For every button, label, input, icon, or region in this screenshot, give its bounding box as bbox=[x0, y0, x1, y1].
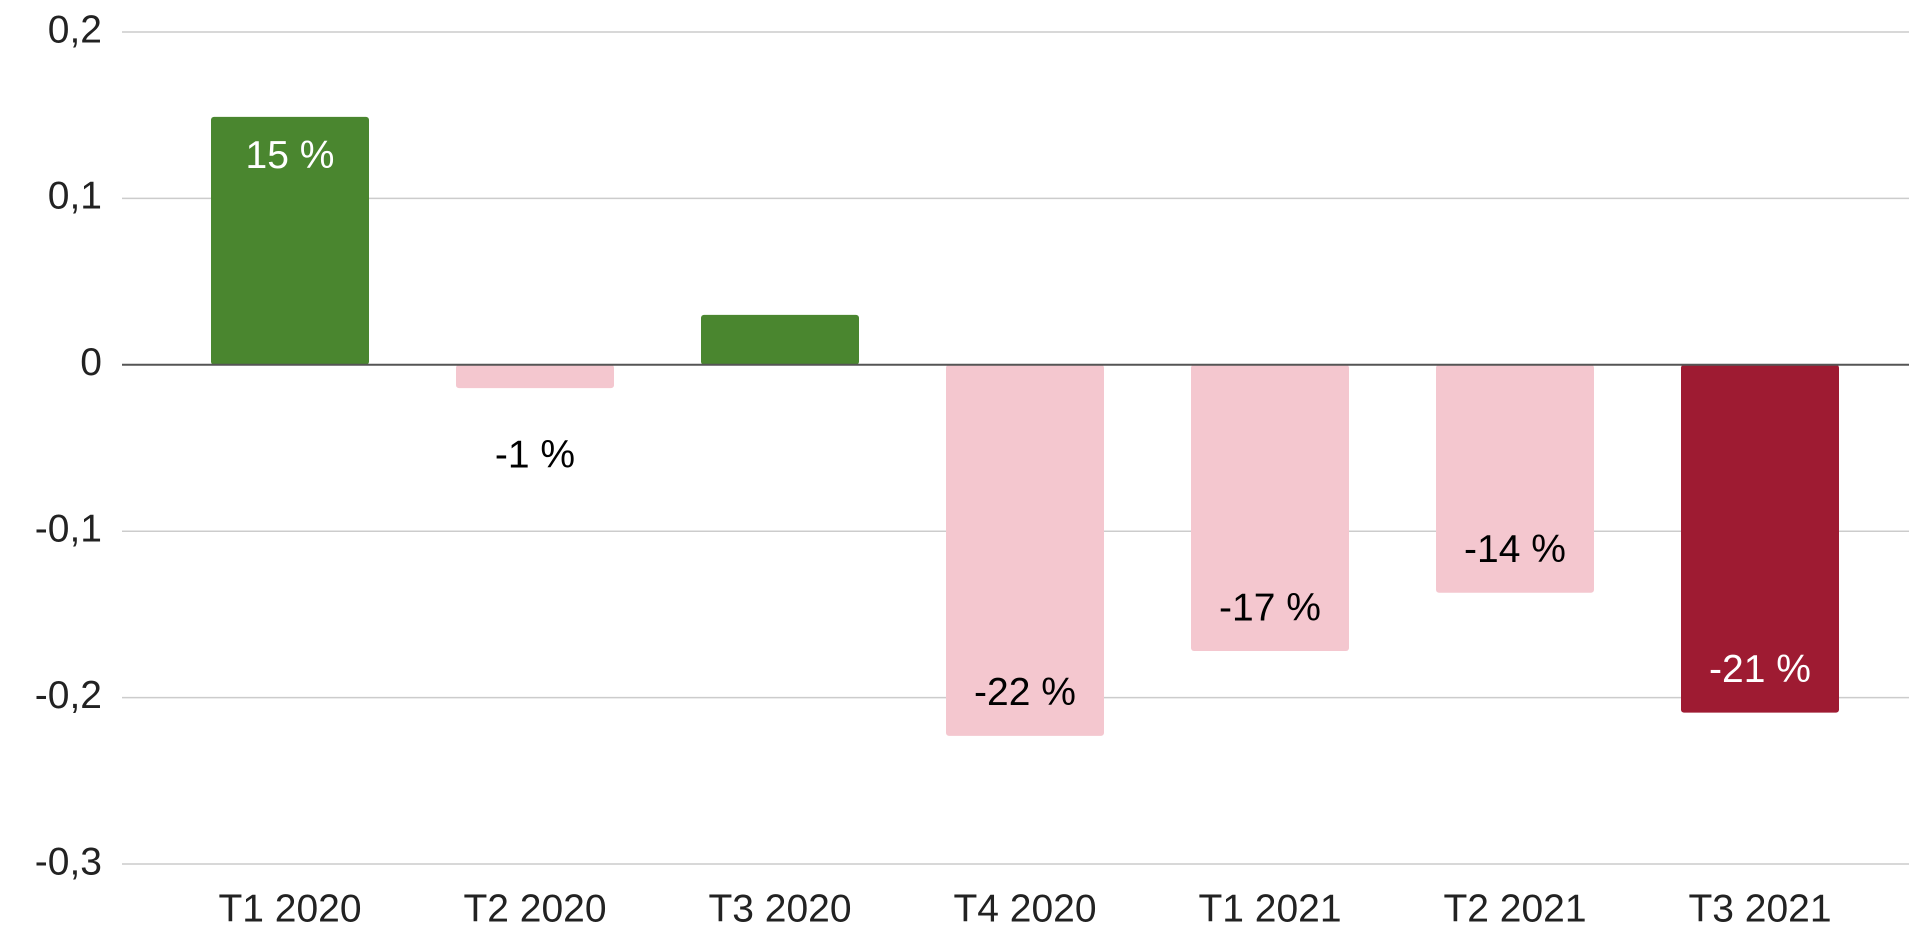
data-label: 15 % bbox=[246, 134, 335, 177]
y-tick-label: -0,2 bbox=[35, 674, 102, 717]
data-label: -14 % bbox=[1464, 528, 1566, 571]
y-tick-label: 0,2 bbox=[48, 8, 102, 51]
data-label: -21 % bbox=[1709, 648, 1811, 691]
data-label: 3 % bbox=[746, 222, 813, 265]
bar bbox=[1681, 364, 1839, 713]
data-label: -1 % bbox=[495, 433, 575, 476]
y-tick-label: -0,1 bbox=[35, 507, 102, 550]
x-tick-label: T1 2020 bbox=[218, 887, 361, 928]
bar bbox=[211, 116, 369, 365]
x-tick-label: T3 2020 bbox=[708, 887, 851, 928]
bar bbox=[701, 314, 859, 365]
x-tick-label: T2 2020 bbox=[463, 887, 606, 928]
data-label: -22 % bbox=[974, 671, 1076, 714]
bar bbox=[1436, 364, 1594, 593]
bar bbox=[456, 364, 614, 389]
x-tick-label: T1 2021 bbox=[1198, 887, 1341, 928]
y-tick-label: -0,3 bbox=[35, 840, 102, 883]
x-tick-label: T4 2020 bbox=[953, 887, 1096, 928]
x-tick-label: T2 2021 bbox=[1443, 887, 1586, 928]
bar bbox=[946, 364, 1104, 736]
bar bbox=[1191, 364, 1349, 652]
y-tick-label: 0,1 bbox=[48, 175, 102, 218]
x-tick-label: T3 2021 bbox=[1688, 887, 1831, 928]
data-label: -17 % bbox=[1219, 586, 1321, 629]
y-tick-label: 0 bbox=[80, 341, 102, 384]
